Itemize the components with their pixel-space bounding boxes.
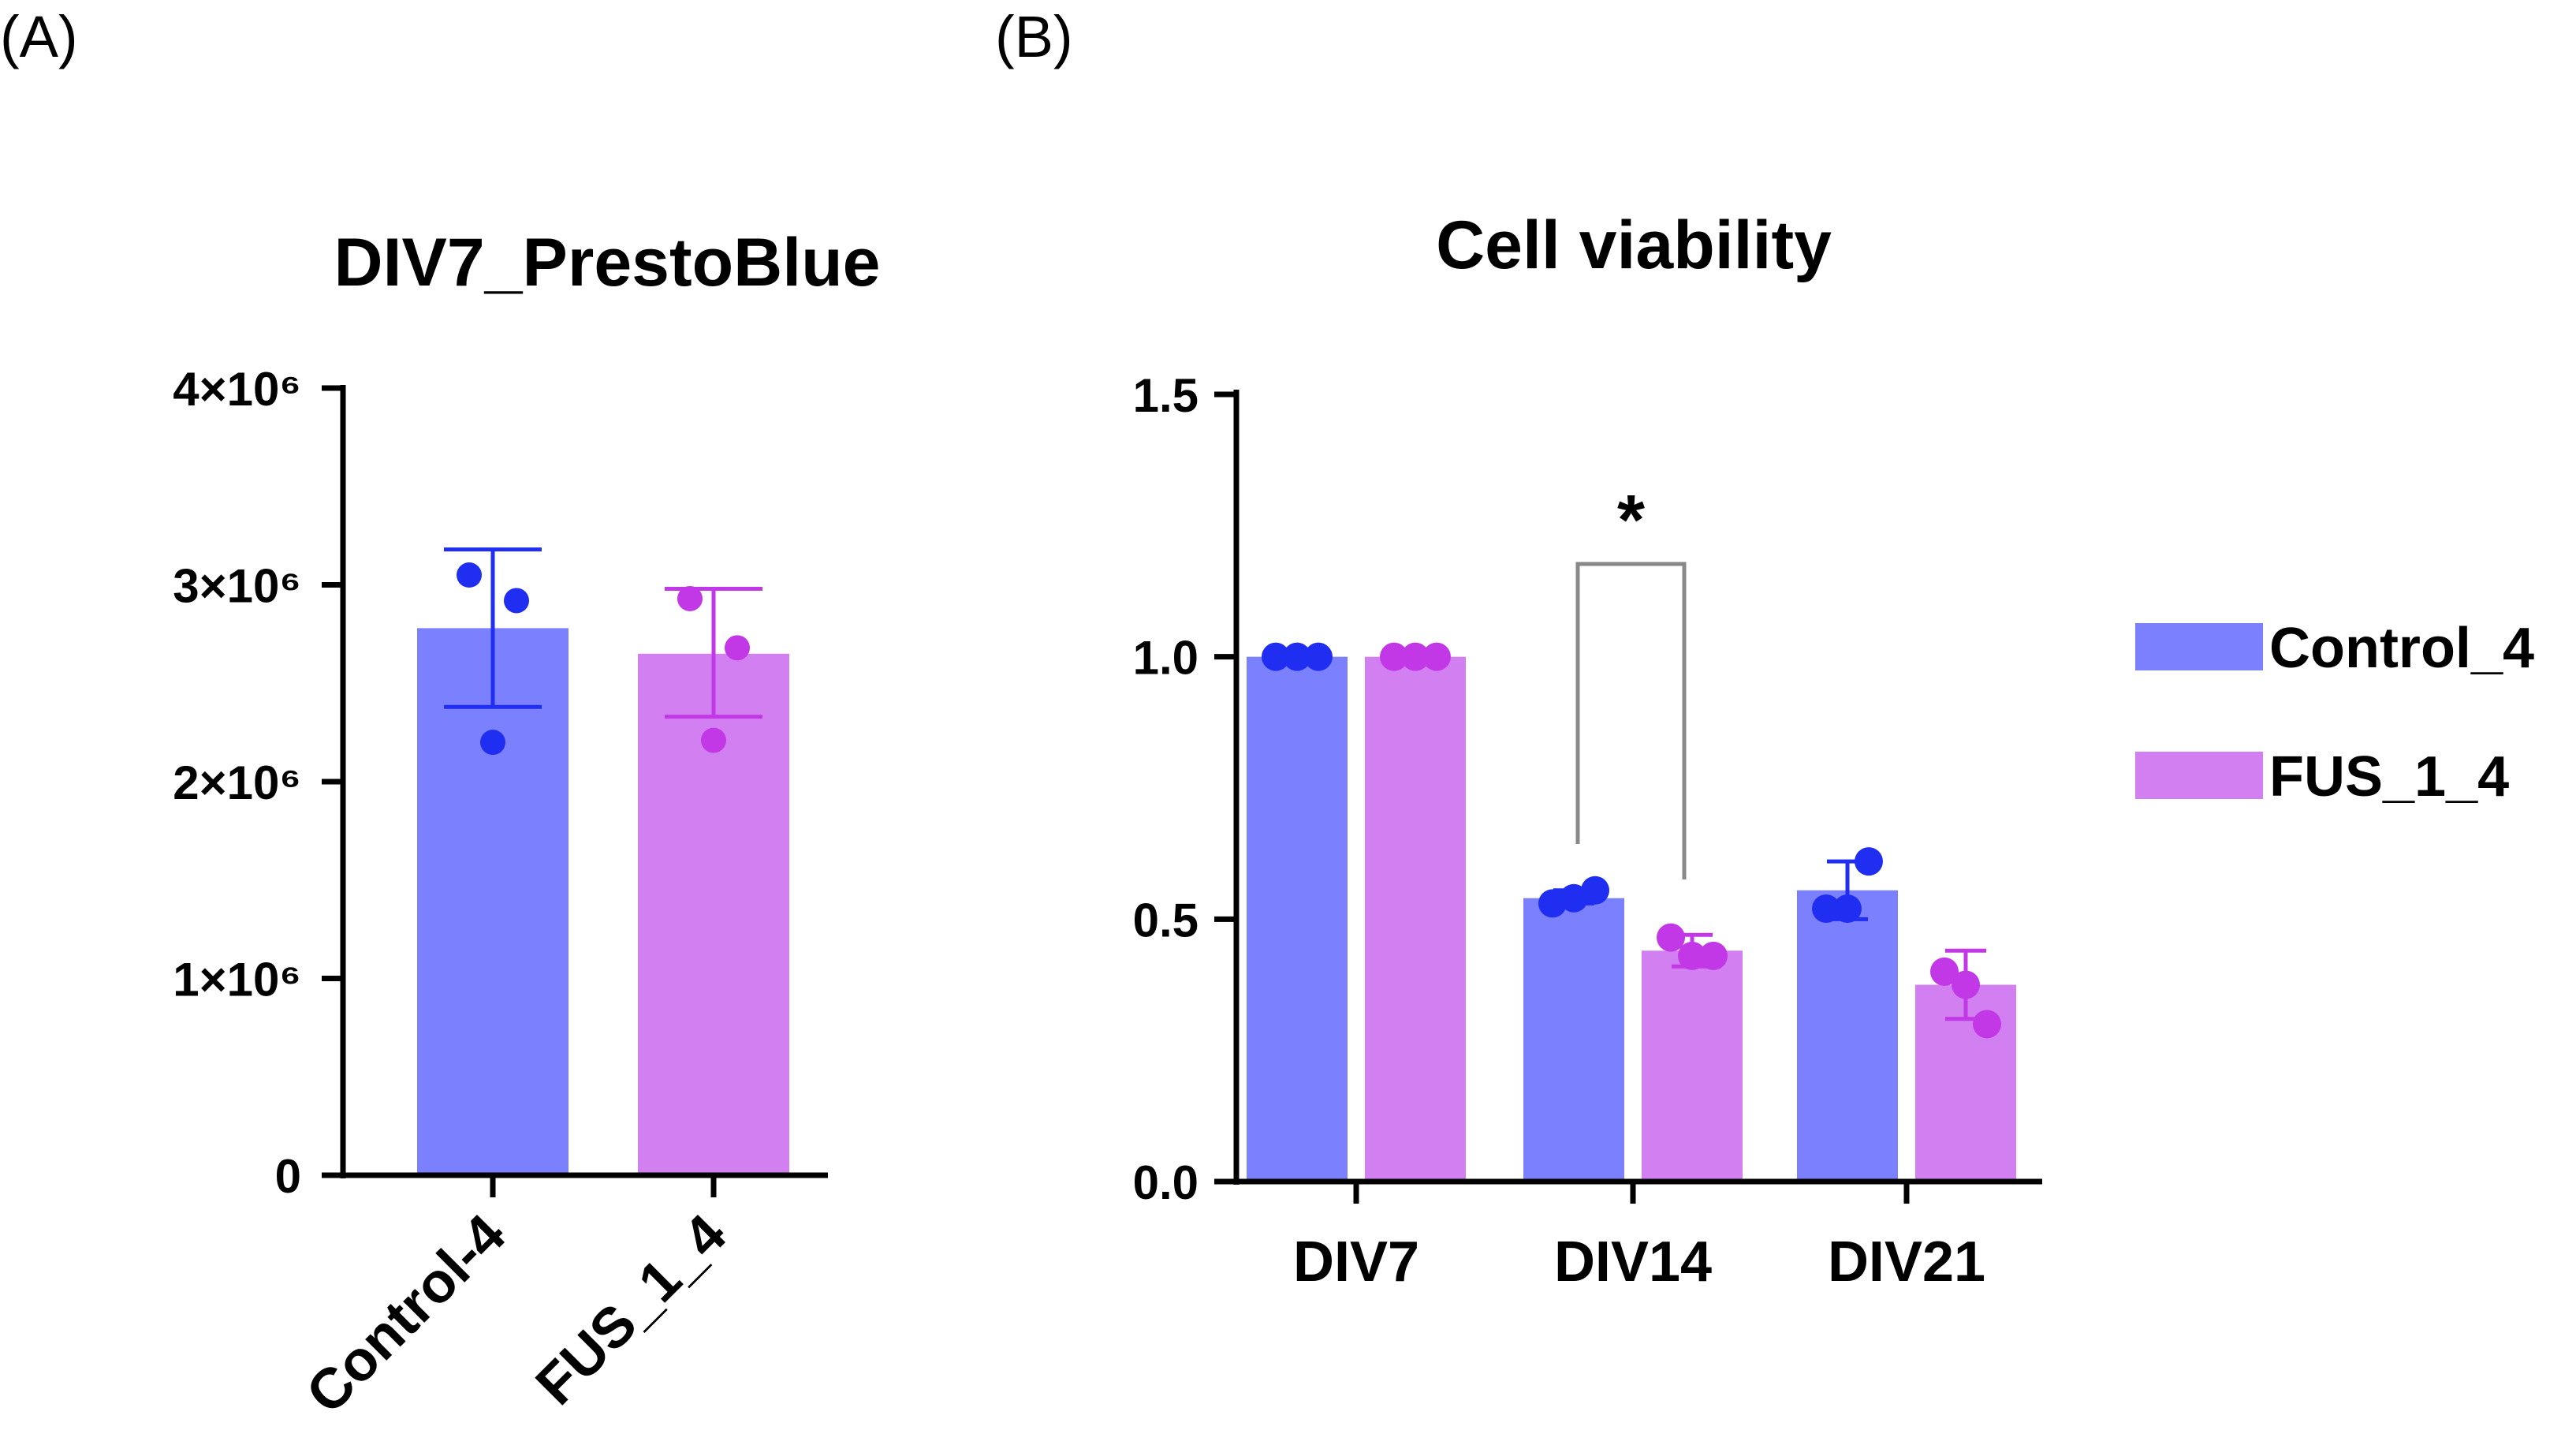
significance-bracket	[1575, 562, 1687, 879]
data-point-Control-4-3	[480, 730, 505, 756]
data-point-Control_4-DIV14-2	[1560, 883, 1588, 913]
data-point-FUS_1_4-DIV14-3	[1699, 941, 1728, 970]
bar-Control_4-DIV7	[1247, 656, 1348, 1182]
y-tick-label: 0.0	[1133, 1156, 1199, 1209]
y-tick-label: 0	[275, 1150, 301, 1203]
chart-a: DIV7_PrestoBlue 0 1×10⁶ 2×10⁶ 3×10⁶ 4×10⁶ Co…	[173, 225, 880, 1426]
data-point-Control_4-DIV21-1	[1812, 894, 1840, 924]
x-tick-label: DIV21	[1828, 1230, 1985, 1294]
data-point-FUS_1_4-DIV7-3	[1422, 642, 1451, 671]
data-point-FUS_1_4-DIV21-2	[1952, 970, 1980, 999]
bar-FUS_1_4-DIV7	[1365, 656, 1466, 1182]
y-tick-label: 3×10⁶	[173, 560, 301, 613]
x-tick-label: DIV7	[1293, 1230, 1419, 1294]
data-point-Control_4-DIV21-2	[1833, 894, 1862, 924]
data-point-Control_4-DIV14-3	[1581, 876, 1609, 905]
bar-FUS_1_4-DIV14	[1642, 950, 1743, 1182]
legend-label-FUS_1_4: FUS_1_4	[2269, 745, 2509, 808]
bar-Control_4-DIV14	[1523, 898, 1624, 1182]
data-point-Control-4-1	[457, 562, 482, 588]
data-point-FUS_1_4-1	[677, 585, 703, 611]
bar-Control_4-DIV21	[1797, 890, 1898, 1182]
y-tick-label: 2×10⁶	[173, 756, 301, 809]
chart-b-title: Cell viability	[1436, 207, 1832, 283]
legend-swatch-FUS_1_4	[2135, 752, 2263, 799]
data-point-FUS_1_4-DIV14-1	[1657, 923, 1685, 952]
y-tick-label: 1.0	[1133, 632, 1199, 685]
y-tick-label: 4×10⁶	[173, 363, 301, 416]
data-point-FUS_1_4-DIV7-2	[1401, 642, 1430, 671]
data-point-Control_4-DIV21-3	[1855, 847, 1883, 876]
chart-a-title: DIV7_PrestoBlue	[334, 225, 880, 301]
panel-label-a: (A)	[0, 4, 78, 69]
data-point-Control-4-2	[504, 588, 529, 614]
data-point-Control_4-DIV7-2	[1283, 642, 1311, 671]
x-tick-label: DIV14	[1554, 1230, 1712, 1294]
data-point-FUS_1_4-2	[725, 635, 750, 661]
x-tick-label: Control-4	[294, 1203, 517, 1426]
data-point-FUS_1_4-DIV14-2	[1678, 941, 1706, 970]
legend-swatch-Control_4	[2135, 623, 2263, 670]
significance-label: *	[1617, 481, 1645, 560]
x-tick-label: FUS_1_4	[524, 1203, 739, 1417]
y-tick-label: 1×10⁶	[173, 954, 301, 1006]
data-point-Control_4-DIV7-3	[1304, 642, 1333, 671]
data-point-FUS_1_4-DIV21-3	[1973, 1010, 2001, 1039]
data-point-FUS_1_4-DIV21-1	[1930, 957, 1959, 986]
data-point-FUS_1_4-DIV7-1	[1380, 642, 1408, 671]
data-point-FUS_1_4-3	[701, 727, 726, 753]
bar-Control-4	[417, 628, 569, 1175]
chart-b: Cell viability 0.0 0.5 1.0 1.5 DIV7 DIV14 DIV…	[1133, 207, 2534, 1294]
data-point-Control_4-DIV14-1	[1538, 889, 1567, 918]
panel-label-b: (B)	[995, 4, 1073, 69]
y-tick-label: 1.5	[1133, 369, 1199, 422]
data-point-Control_4-DIV7-1	[1262, 642, 1290, 671]
y-tick-label: 0.5	[1133, 894, 1199, 947]
legend-label-Control_4: Control_4	[2269, 617, 2534, 680]
